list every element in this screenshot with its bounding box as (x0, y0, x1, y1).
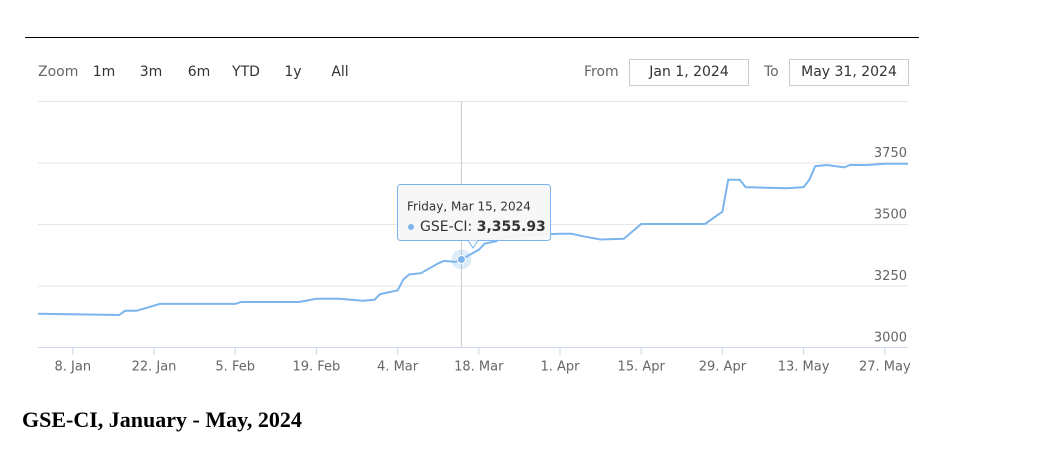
tooltip-line: GSE-CI: 3,355.93 (420, 219, 546, 235)
x-tick-label: 29. Apr (699, 360, 747, 375)
to-label: To (763, 64, 779, 80)
tooltip-value: 3,355.93 (477, 219, 546, 235)
x-tick-label: 27. May (859, 360, 911, 375)
y-tick-label: 3750 (874, 146, 907, 161)
x-tick-label: 5. Feb (215, 360, 255, 375)
from-label: From (584, 64, 619, 80)
zoom-button[interactable]: 3m (140, 64, 163, 80)
x-tick-label: 15. Apr (618, 360, 666, 375)
x-tick-label: 1. Apr (540, 360, 580, 375)
zoom-label: Zoom (38, 64, 78, 80)
hover-point (456, 254, 466, 264)
to-value[interactable]: May 31, 2024 (801, 64, 897, 80)
y-tick-label: 3000 (874, 331, 907, 346)
tooltip-pointer (467, 240, 479, 249)
x-tick-label: 22. Jan (132, 360, 177, 375)
series-line (37, 162, 908, 317)
zoom-button[interactable]: YTD (231, 64, 260, 80)
x-tick-label: 8. Jan (55, 360, 92, 375)
y-tick-label: 3500 (874, 208, 907, 223)
zoom-button[interactable]: 6m (188, 64, 211, 80)
x-tick-label: 18. Mar (454, 360, 504, 375)
x-tick-label: 4. Mar (377, 360, 419, 375)
tooltip-series: GSE-CI (420, 219, 468, 235)
y-tick-label: 3250 (874, 269, 907, 284)
tooltip-dot (408, 224, 414, 230)
zoom-button[interactable]: All (331, 64, 348, 80)
zoom-button[interactable]: 1m (93, 64, 116, 80)
to-input[interactable] (789, 59, 909, 86)
x-tick-label: 13. May (778, 360, 830, 375)
tooltip-title: Friday, Mar 15, 2024 (407, 200, 531, 214)
x-tick-label: 19. Feb (292, 360, 340, 375)
from-input[interactable] (629, 59, 749, 86)
caption: GSE-CI, January - May, 2024 (22, 407, 302, 432)
tooltip-colon: : (468, 219, 477, 235)
from-value[interactable]: Jan 1, 2024 (648, 64, 729, 80)
tooltip: Friday, Mar 15, 2024 GSE-CI: 3,355.93 (397, 184, 551, 249)
zoom-button[interactable]: 1y (284, 64, 301, 80)
